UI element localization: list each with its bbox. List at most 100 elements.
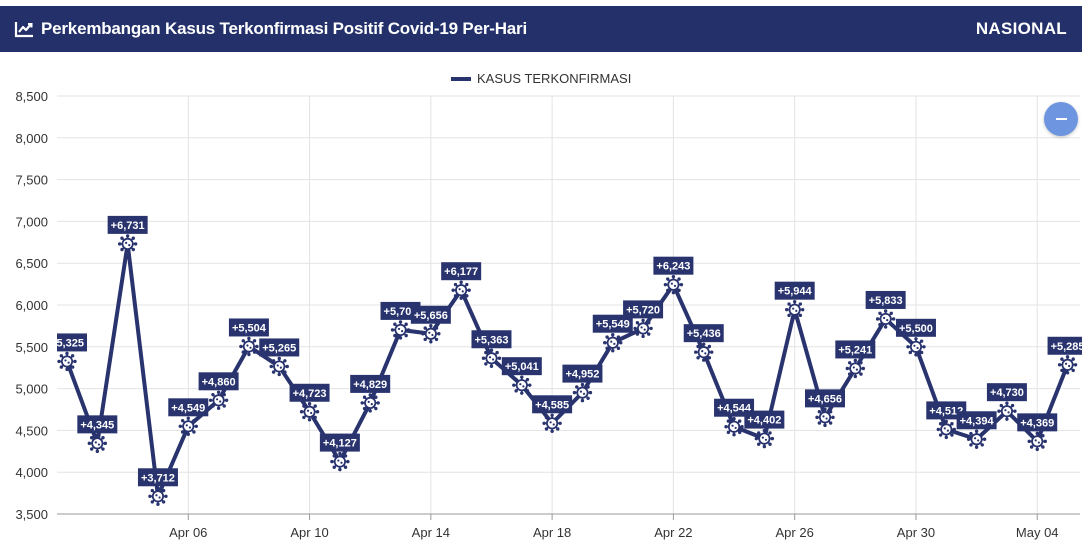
data-label-text: +4,730 (990, 387, 1024, 399)
data-point (481, 348, 502, 368)
data-label: +5,265 (259, 338, 300, 357)
data-label-text: +5,944 (778, 286, 813, 298)
data-point (299, 402, 320, 422)
data-point (845, 358, 866, 379)
y-tick-label: 7,000 (15, 214, 48, 229)
data-label-text: +5,241 (838, 344, 872, 356)
data-point (663, 274, 684, 295)
scope-label: NASIONAL (975, 19, 1067, 38)
x-tick-label: Apr 30 (897, 525, 935, 540)
data-label-text: +5,325 (50, 337, 84, 349)
data-point (330, 451, 350, 472)
data-point (875, 309, 896, 329)
data-point (815, 407, 835, 428)
data-label-text: +4,402 (747, 415, 781, 427)
data-point (57, 351, 77, 372)
x-tick-label: May 04 (1016, 525, 1059, 540)
data-point (421, 324, 441, 344)
data-point (360, 393, 380, 413)
header-left: Perkembangan Kasus Terkonfirmasi Positif… (14, 19, 527, 39)
data-label-text: +6,243 (656, 261, 690, 273)
chart-header: Perkembangan Kasus Terkonfirmasi Positif… (0, 6, 1082, 52)
data-point (572, 382, 593, 403)
data-label: +4,402 (744, 410, 785, 429)
data-label: +4,369 (1017, 413, 1058, 432)
data-point (1027, 431, 1047, 452)
data-label-text: +5,436 (687, 328, 721, 340)
data-point (239, 336, 259, 357)
data-label: +3,712 (137, 468, 178, 487)
data-label: +4,549 (168, 398, 209, 417)
data-label-text: +4,829 (353, 379, 387, 391)
data-label-text: +4,369 (1020, 417, 1054, 429)
data-point (906, 337, 926, 357)
data-label: +5,500 (895, 318, 936, 337)
data-point (633, 318, 653, 339)
x-tick-label: Apr 26 (776, 525, 814, 540)
data-label: +6,177 (441, 262, 482, 281)
data-label-text: +5,265 (262, 342, 296, 354)
legend: KASUS TERKONFIRMASI (451, 71, 631, 86)
data-label: +4,723 (289, 383, 330, 402)
data-point (148, 486, 168, 506)
data-label: +5,549 (592, 314, 633, 333)
data-label: +5,041 (501, 357, 542, 376)
data-label: +5,241 (835, 340, 876, 359)
minus-icon (1055, 118, 1067, 120)
data-label: +6,243 (653, 256, 694, 275)
plot-area: +5,325 +4,345 +6,731 +3,712 +4,549 +4,860 +5,5… (50, 215, 1082, 506)
data-label-text: +5,702 (384, 306, 418, 318)
data-label-text: +4,512 (929, 405, 963, 417)
y-tick-label: 8,500 (15, 89, 48, 104)
data-label: +4,656 (805, 389, 845, 408)
data-label-text: +5,285 (1051, 341, 1082, 353)
x-tick-label: Apr 06 (169, 525, 207, 540)
data-point (451, 280, 471, 300)
zoom-out-button[interactable] (1044, 102, 1078, 136)
data-point (178, 416, 198, 437)
data-label-text: +5,041 (505, 361, 539, 373)
data-point (390, 320, 411, 340)
legend-label: KASUS TERKONFIRMASI (477, 71, 631, 86)
y-tick-label: 6,000 (15, 298, 48, 313)
y-tick-label: 5,000 (15, 382, 48, 397)
data-point (603, 333, 623, 353)
data-label: +5,720 (623, 300, 664, 319)
data-label: +5,325 (50, 333, 87, 352)
data-label-text: +5,363 (475, 334, 509, 346)
data-point (936, 419, 956, 440)
data-label-text: +5,656 (414, 310, 448, 322)
data-point (997, 401, 1017, 421)
data-label: +4,345 (77, 415, 118, 434)
data-point (1057, 355, 1078, 375)
x-tick-label: Apr 14 (412, 525, 450, 540)
data-point (966, 429, 987, 449)
y-tick-label: 8,000 (15, 131, 48, 146)
data-label: +4,730 (986, 383, 1027, 402)
line-chart: 3,500 4,000 4,500 5,000 5,500 6,000 6,500 7,000… (15, 71, 1082, 540)
data-point (208, 390, 229, 411)
x-tick-label: Apr 10 (290, 525, 328, 540)
data-label-text: +5,833 (869, 295, 903, 307)
x-tick-label: Apr 22 (654, 525, 692, 540)
data-point (269, 356, 289, 377)
data-label-text: +3,712 (141, 472, 175, 484)
data-label: +5,504 (228, 318, 269, 337)
data-point (512, 375, 532, 395)
data-label: +5,436 (683, 324, 724, 343)
data-label: +5,656 (410, 305, 451, 324)
y-tick-label: 7,500 (15, 173, 48, 188)
y-tick-label: 4,000 (15, 465, 48, 480)
y-tick-label: 6,500 (15, 256, 48, 271)
data-label: +5,363 (471, 330, 512, 349)
data-label: +5,702 (380, 301, 421, 320)
y-tick-label: 3,500 (15, 507, 48, 522)
data-label-text: +4,544 (717, 403, 752, 415)
data-point (117, 234, 138, 254)
line-chart-icon (14, 22, 33, 38)
data-label: +6,731 (107, 215, 148, 234)
data-label: +5,285 (1047, 336, 1082, 355)
y-tick-label: 4,500 (15, 423, 48, 438)
x-tick-label: Apr 18 (533, 525, 571, 540)
data-label-text: +6,177 (444, 266, 478, 278)
